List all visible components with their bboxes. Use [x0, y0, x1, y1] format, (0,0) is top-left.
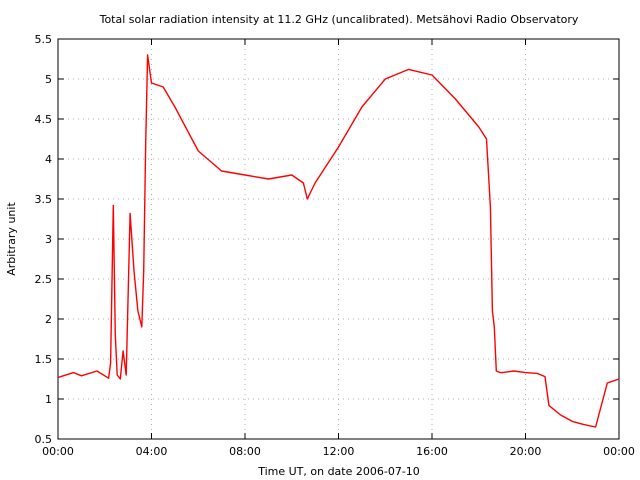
- y-tick-label: 1.5: [35, 353, 53, 366]
- x-tick-label: 20:00: [510, 445, 542, 458]
- y-tick-label: 0.5: [35, 433, 53, 446]
- y-tick-label: 2.5: [35, 273, 53, 286]
- y-tick-label: 5: [45, 73, 52, 86]
- x-tick-label: 00:00: [42, 445, 74, 458]
- x-tick-label: 00:00: [603, 445, 635, 458]
- y-axis-label: Arbitrary unit: [5, 202, 18, 276]
- y-tick-label: 2: [45, 313, 52, 326]
- x-axis-label: Time UT, on date 2006-07-10: [257, 465, 420, 478]
- y-tick-label: 4.5: [35, 113, 53, 126]
- plot-area: [57, 54, 620, 428]
- x-tick-label: 08:00: [229, 445, 261, 458]
- y-tick-label: 4: [45, 153, 52, 166]
- y-tick-label: 5.5: [35, 33, 53, 46]
- y-tick-label: 1: [45, 393, 52, 406]
- x-tick-label: 04:00: [136, 445, 168, 458]
- series-line: [57, 54, 620, 428]
- y-tick-label: 3.5: [35, 193, 53, 206]
- x-tick-label: 12:00: [323, 445, 355, 458]
- axis-ticks: 0.5 1 1.5 2 2.5 3 3.5 4 4.5 5 5.5 00:00 04:00 08:00 12…: [35, 33, 635, 458]
- chart-title: Total solar radiation intensity at 11.2 …: [99, 13, 579, 26]
- y-tick-label: 3: [45, 233, 52, 246]
- x-tick-label: 16:00: [416, 445, 448, 458]
- grid: [58, 39, 619, 439]
